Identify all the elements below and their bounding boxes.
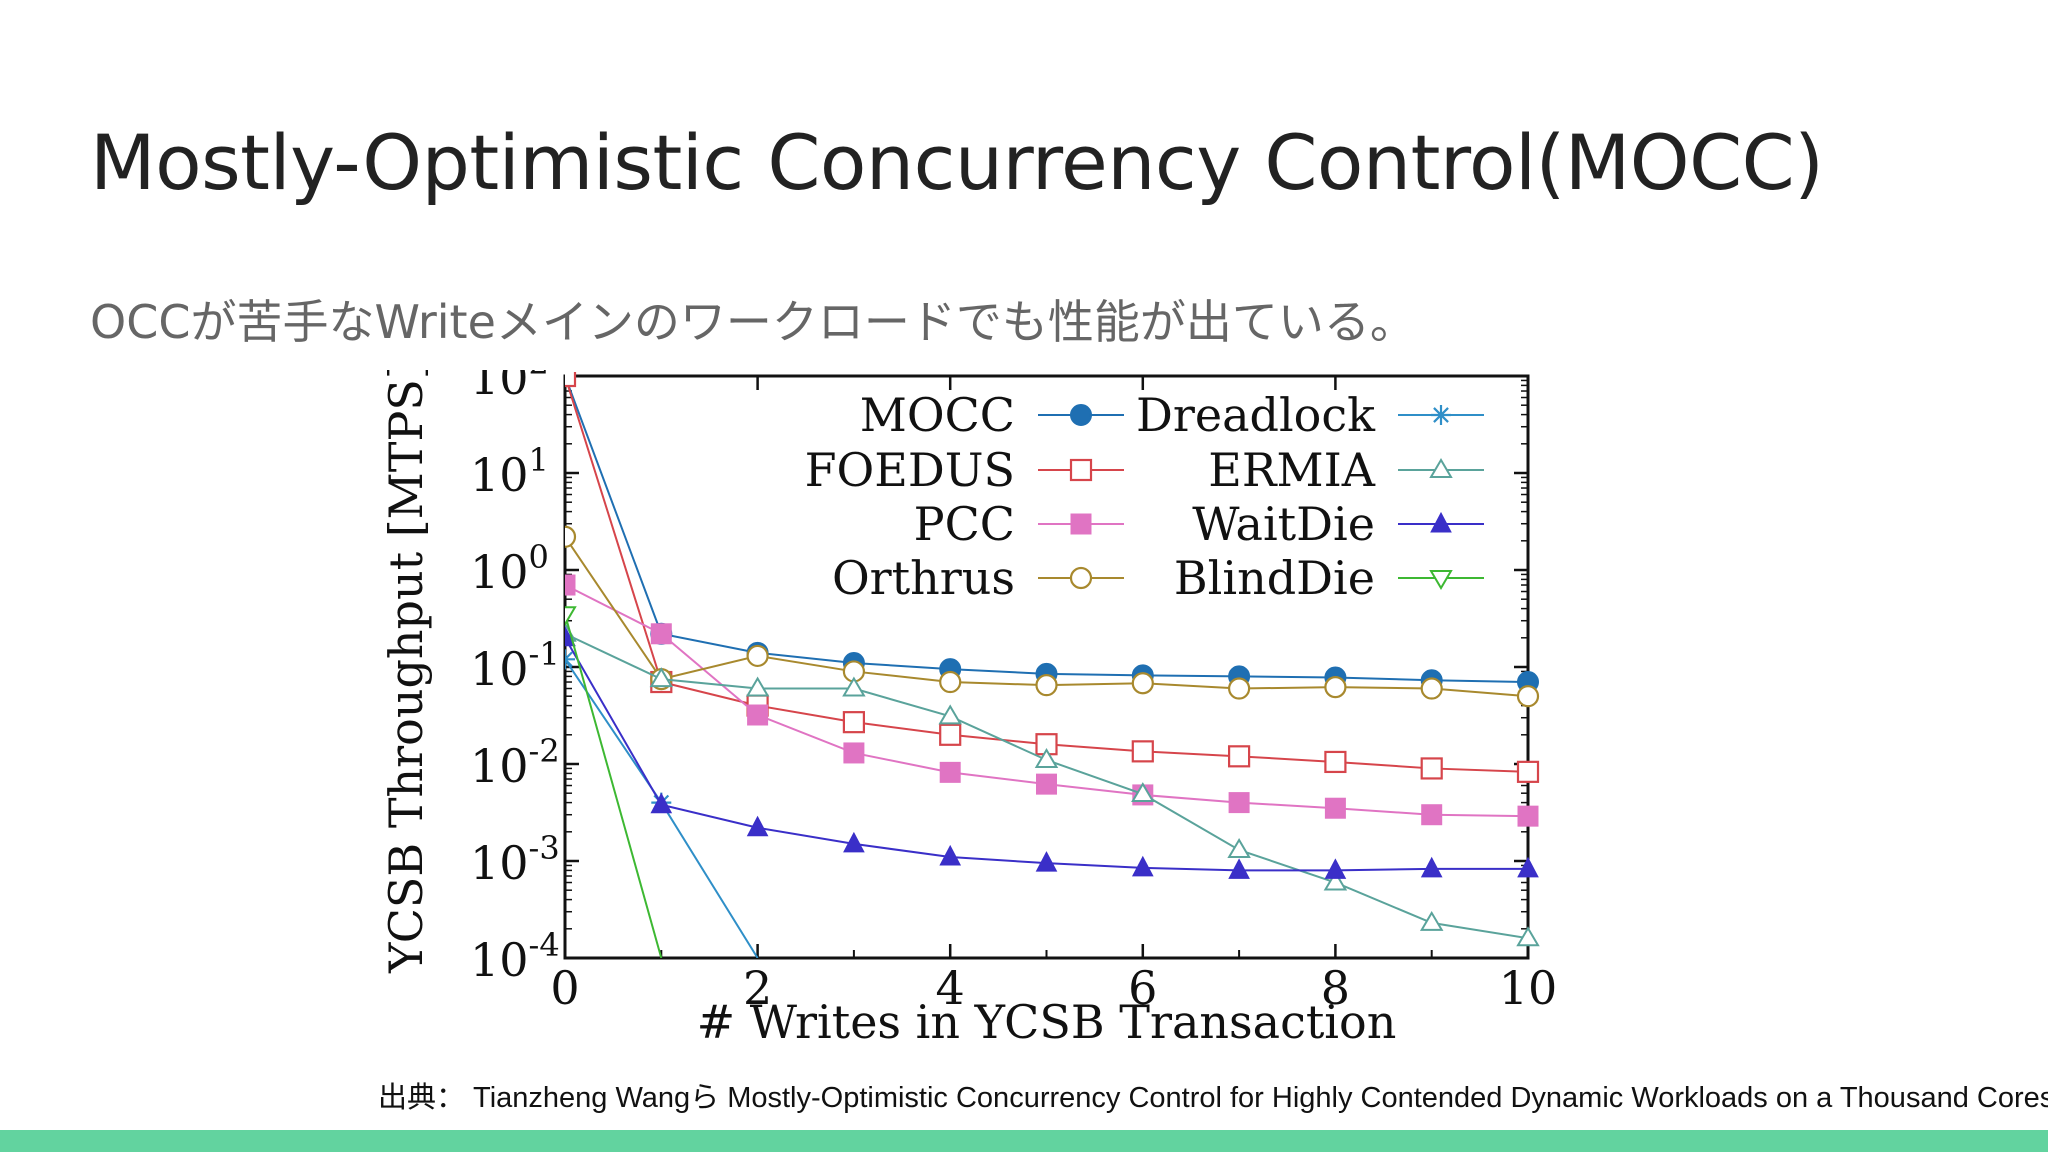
- data-point-waitdie: [1035, 851, 1058, 872]
- data-point-orthrus: [1516, 685, 1540, 708]
- data-point-ermia: [938, 704, 962, 725]
- data-point-waitdie: [1324, 858, 1347, 879]
- series-blinddie: [565, 606, 663, 958]
- data-point-pcc: [565, 574, 576, 596]
- x-axis-label: # Writes in YCSB Transaction: [697, 995, 1397, 1049]
- legend-label-ermia: ERMIA: [1208, 443, 1375, 497]
- data-point-pcc: [1324, 797, 1346, 819]
- chart-background: [370, 370, 1600, 1070]
- data-point-blinddie: [565, 606, 577, 627]
- data-point-pcc: [747, 704, 769, 726]
- data-point-orthrus: [565, 525, 577, 548]
- data-point-foedus: [565, 372, 577, 388]
- data-point-ermia: [649, 667, 674, 688]
- legend-item-mocc: MOCC: [860, 388, 1124, 442]
- data-point-foedus: [1131, 740, 1154, 763]
- data-point-ermia: [1131, 782, 1155, 803]
- series-ermia: [565, 621, 1540, 947]
- data-point-pcc: [1517, 805, 1539, 827]
- data-point-pcc: [1228, 792, 1250, 814]
- slide-title: Mostly-Optimistic Concurrency Control(MO…: [90, 118, 1824, 207]
- data-point-ermia: [842, 676, 866, 697]
- data-point-ermia: [1419, 910, 1444, 931]
- data-point-waitdie: [746, 815, 769, 837]
- legend-item-blinddie: BlindDie: [1174, 551, 1484, 605]
- legend-marker-waitdie: [1430, 511, 1452, 533]
- data-point-foedus: [842, 711, 865, 734]
- legend-marker-mocc: [1070, 404, 1092, 426]
- data-point-pcc: [650, 623, 672, 645]
- data-point-foedus: [1420, 757, 1443, 780]
- x-tick-label: 4: [936, 961, 965, 1015]
- data-point-pcc: [843, 742, 865, 764]
- legend-marker-blinddie: [1429, 570, 1453, 590]
- data-point-waitdie: [1131, 855, 1154, 877]
- legend-label-orthrus: Orthrus: [832, 551, 1015, 605]
- data-point-orthrus: [1131, 672, 1154, 695]
- data-point-ermia: [1516, 926, 1540, 947]
- legend-item-waitdie: WaitDie: [1192, 497, 1484, 551]
- data-point-ermia: [1034, 748, 1059, 768]
- data-point-orthrus: [1035, 674, 1058, 697]
- data-point-orthrus: [746, 644, 769, 668]
- data-point-ermia: [745, 676, 770, 697]
- legend-label-foedus: FOEDUS: [805, 443, 1015, 497]
- legend-marker-pcc: [1070, 513, 1092, 535]
- x-tick-label: 2: [743, 961, 772, 1015]
- y-axis-label: YCSB Throughput [MTPS]: [379, 370, 433, 974]
- series-line-blinddie: [565, 613, 663, 958]
- data-point-orthrus: [939, 670, 962, 694]
- data-point-foedus: [1516, 760, 1540, 783]
- x-tick-label: 8: [1321, 961, 1350, 1015]
- data-point-foedus: [1227, 745, 1251, 768]
- legend-item-foedus: FOEDUS: [805, 443, 1124, 497]
- source-caption: 出典： Tianzheng Wangら Mostly-Optimistic Co…: [378, 1082, 2048, 1114]
- data-point-waitdie: [843, 831, 865, 853]
- legend-label-pcc: PCC: [914, 497, 1015, 551]
- legend-label-dreadlock: Dreadlock: [1136, 388, 1376, 442]
- data-point-orthrus: [1227, 677, 1251, 700]
- data-point-ermia: [1323, 870, 1348, 891]
- series-layer: [565, 372, 1540, 958]
- data-point-waitdie: [939, 844, 962, 866]
- slide-subtitle: OCCが苦手なWriteメインのワークロードでも性能が出ている。: [90, 295, 1416, 349]
- data-point-foedus: [939, 723, 962, 746]
- x-tick-label: 0: [550, 961, 579, 1015]
- legend-item-pcc: PCC: [914, 497, 1124, 551]
- legend-label-mocc: MOCC: [860, 388, 1015, 442]
- series-orthrus: [565, 525, 1540, 708]
- data-point-foedus: [1324, 750, 1347, 774]
- y-tick-label: 10-4: [470, 926, 560, 987]
- data-point-waitdie: [650, 792, 673, 814]
- footer-bar: [0, 1130, 2048, 1152]
- legend-marker-ermia: [1429, 458, 1453, 478]
- legend-item-ermia: ERMIA: [1208, 443, 1484, 497]
- series-waitdie: [565, 625, 1539, 879]
- legend-marker-foedus: [1069, 458, 1093, 482]
- legend-item-orthrus: Orthrus: [832, 551, 1124, 605]
- legend-marker-orthrus: [1069, 566, 1093, 590]
- legend-marker-dreadlock: [1431, 405, 1451, 425]
- data-point-ermia: [1227, 837, 1251, 858]
- data-point-pcc: [1421, 804, 1443, 826]
- data-point-orthrus: [1420, 677, 1443, 700]
- data-point-waitdie: [1420, 856, 1443, 878]
- x-tick-label: 10: [1499, 961, 1558, 1015]
- data-point-waitdie: [1228, 858, 1250, 879]
- legend-item-dreadlock: Dreadlock: [1136, 388, 1484, 442]
- x-tick-label: 6: [1128, 961, 1157, 1015]
- data-point-pcc: [1036, 773, 1057, 795]
- legend-label-waitdie: WaitDie: [1192, 497, 1375, 551]
- data-point-pcc: [939, 761, 961, 783]
- data-point-orthrus: [1324, 676, 1347, 699]
- data-point-waitdie: [1517, 856, 1539, 878]
- legend-label-blinddie: BlindDie: [1174, 551, 1375, 605]
